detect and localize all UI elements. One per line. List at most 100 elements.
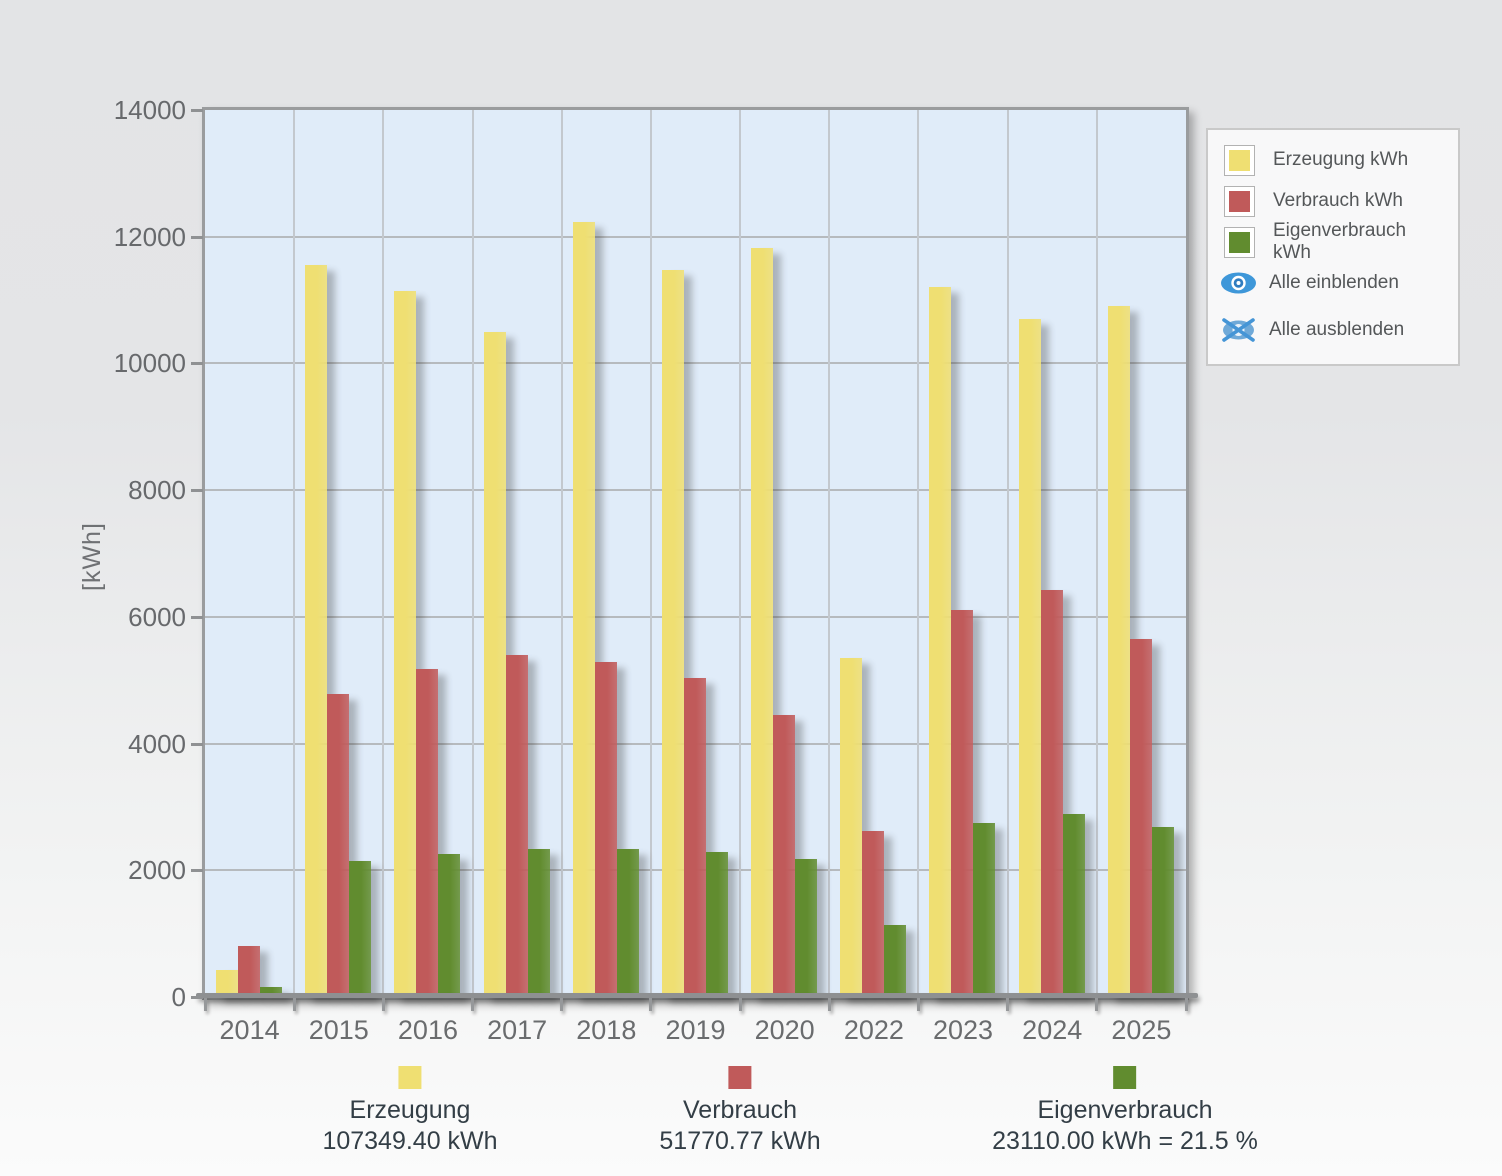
bar-eigenverbrauch-2015 [349, 860, 372, 997]
erzeugung-total-value: 107349.40 kWh [322, 1127, 498, 1155]
bar-eigenverbrauch-2017 [527, 849, 550, 997]
bar-eigenverbrauch-2023 [973, 822, 996, 997]
verbrauch-swatch [1225, 186, 1254, 216]
x-tick-mark [203, 998, 207, 1011]
hide-all-button[interactable]: Alle ausblenden [1220, 310, 1446, 350]
v-gridline [1006, 110, 1009, 997]
v-gridline [649, 110, 652, 997]
v-gridline [293, 110, 296, 997]
erzeugung-swatch [1225, 145, 1254, 175]
bar-eigenverbrauch-2020 [795, 858, 818, 997]
plot-inner [205, 110, 1186, 997]
y-tick-label: 14000 [113, 95, 186, 125]
legend-item-verbrauch[interactable]: Verbrauch kWh [1220, 181, 1446, 221]
bar-erzeugung-2014 [216, 970, 238, 997]
y-tick-label: 4000 [128, 728, 186, 759]
bar-erzeugung-2022 [840, 658, 863, 997]
x-tick-mark [471, 998, 475, 1011]
y-tick-label: 10000 [113, 348, 186, 379]
y-tick-mark [191, 869, 203, 873]
bar-verbrauch-2016 [416, 668, 439, 997]
bar-eigenverbrauch-2022 [884, 925, 907, 997]
x-tick-mark [1184, 998, 1188, 1011]
bar-erzeugung-2023 [929, 286, 952, 997]
h-gridline [205, 362, 1186, 365]
eigenverbrauch-total-swatch [1113, 1066, 1137, 1089]
x-tick-mark [1095, 998, 1099, 1011]
x-tick-label: 2016 [397, 1015, 458, 1045]
x-tick-label: 2023 [932, 1015, 994, 1045]
y-tick-mark [191, 996, 203, 999]
total-verbrauch: Verbrauch 51770.77 kWh [659, 1066, 821, 1157]
bar-erzeugung-2015 [305, 265, 328, 997]
verbrauch-total-swatch [728, 1066, 752, 1089]
legend-label-eigenverbrauch: Eigenverbrauch kWh [1273, 220, 1407, 263]
v-gridline [917, 110, 920, 997]
bar-verbrauch-2024 [1040, 590, 1063, 997]
erzeugung-total-swatch [398, 1066, 422, 1089]
v-gridline [828, 110, 831, 997]
y-tick-label: 8000 [128, 475, 186, 506]
x-tick-mark [738, 998, 742, 1011]
show-all-label: Alle einblenden [1269, 272, 1399, 293]
x-tick-mark [827, 998, 831, 1011]
erzeugung-total-name: Erzeugung [349, 1096, 471, 1124]
eigenverbrauch-swatch [1225, 227, 1254, 257]
bar-erzeugung-2016 [394, 290, 417, 997]
h-gridline [205, 235, 1186, 238]
bar-erzeugung-2017 [483, 331, 506, 997]
y-tick-mark [191, 615, 203, 619]
bar-eigenverbrauch-2018 [616, 849, 639, 997]
bar-verbrauch-2014 [238, 945, 260, 997]
total-erzeugung: Erzeugung 107349.40 kWh [322, 1066, 498, 1157]
h-gridline [205, 489, 1186, 492]
y-tick-mark [191, 742, 203, 746]
verbrauch-total-value: 51770.77 kWh [659, 1127, 821, 1155]
y-tick-label: 0 [171, 982, 186, 1012]
v-gridline [739, 110, 742, 997]
bar-verbrauch-2023 [951, 609, 974, 997]
y-tick-mark [191, 489, 203, 493]
x-tick-label: 2017 [487, 1015, 548, 1045]
legend-label-erzeugung: Erzeugung kWh [1273, 149, 1409, 170]
bar-eigenverbrauch-2014 [260, 986, 282, 997]
x-tick-label: 2025 [1111, 1015, 1172, 1045]
bar-erzeugung-2024 [1018, 319, 1041, 997]
eigenverbrauch-total-name: Eigenverbrauch [1037, 1096, 1213, 1124]
bar-eigenverbrauch-2025 [1151, 826, 1174, 997]
bar-erzeugung-2020 [751, 247, 774, 997]
x-tick-mark [560, 998, 564, 1011]
bar-eigenverbrauch-2019 [705, 851, 728, 997]
bar-verbrauch-2019 [683, 678, 706, 997]
y-tick-mark [191, 362, 203, 366]
legend-item-eigenverbrauch[interactable]: Eigenverbrauch kWh [1220, 220, 1446, 263]
legend-label-verbrauch: Verbrauch kWh [1273, 190, 1403, 211]
bar-erzeugung-2019 [661, 269, 684, 997]
bar-erzeugung-2025 [1107, 305, 1130, 997]
bar-eigenverbrauch-2024 [1062, 813, 1085, 997]
x-tick-mark [916, 998, 920, 1011]
bar-verbrauch-2020 [773, 715, 796, 997]
v-gridline [471, 110, 474, 997]
x-tick-mark [381, 998, 385, 1011]
x-tick-label: 2015 [308, 1015, 369, 1045]
bar-verbrauch-2025 [1129, 639, 1152, 997]
x-tick-label: 2020 [754, 1015, 815, 1045]
y-tick-mark [191, 235, 203, 239]
x-tick-label: 2019 [665, 1015, 726, 1045]
total-eigenverbrauch: Eigenverbrauch 23110.00 kWh = 21.5 % [992, 1066, 1258, 1157]
y-tick-label: 12000 [113, 221, 186, 252]
verbrauch-total-name: Verbrauch [683, 1096, 797, 1124]
y-tick-label: 6000 [128, 601, 186, 632]
legend-item-erzeugung[interactable]: Erzeugung kWh [1220, 140, 1446, 180]
x-tick-label: 2018 [576, 1015, 637, 1045]
legend: Erzeugung kWh Verbrauch kWh Eigenverbrau… [1206, 128, 1460, 366]
x-tick-label: 2022 [843, 1015, 904, 1045]
h-gridline [205, 615, 1186, 618]
y-tick-label: 2000 [128, 855, 186, 886]
eigenverbrauch-total-value: 23110.00 kWh = 21.5 % [992, 1127, 1258, 1155]
show-all-button[interactable]: Alle einblenden [1220, 263, 1446, 303]
x-axis-line [196, 993, 1198, 998]
eye-crossed-icon [1222, 318, 1255, 342]
